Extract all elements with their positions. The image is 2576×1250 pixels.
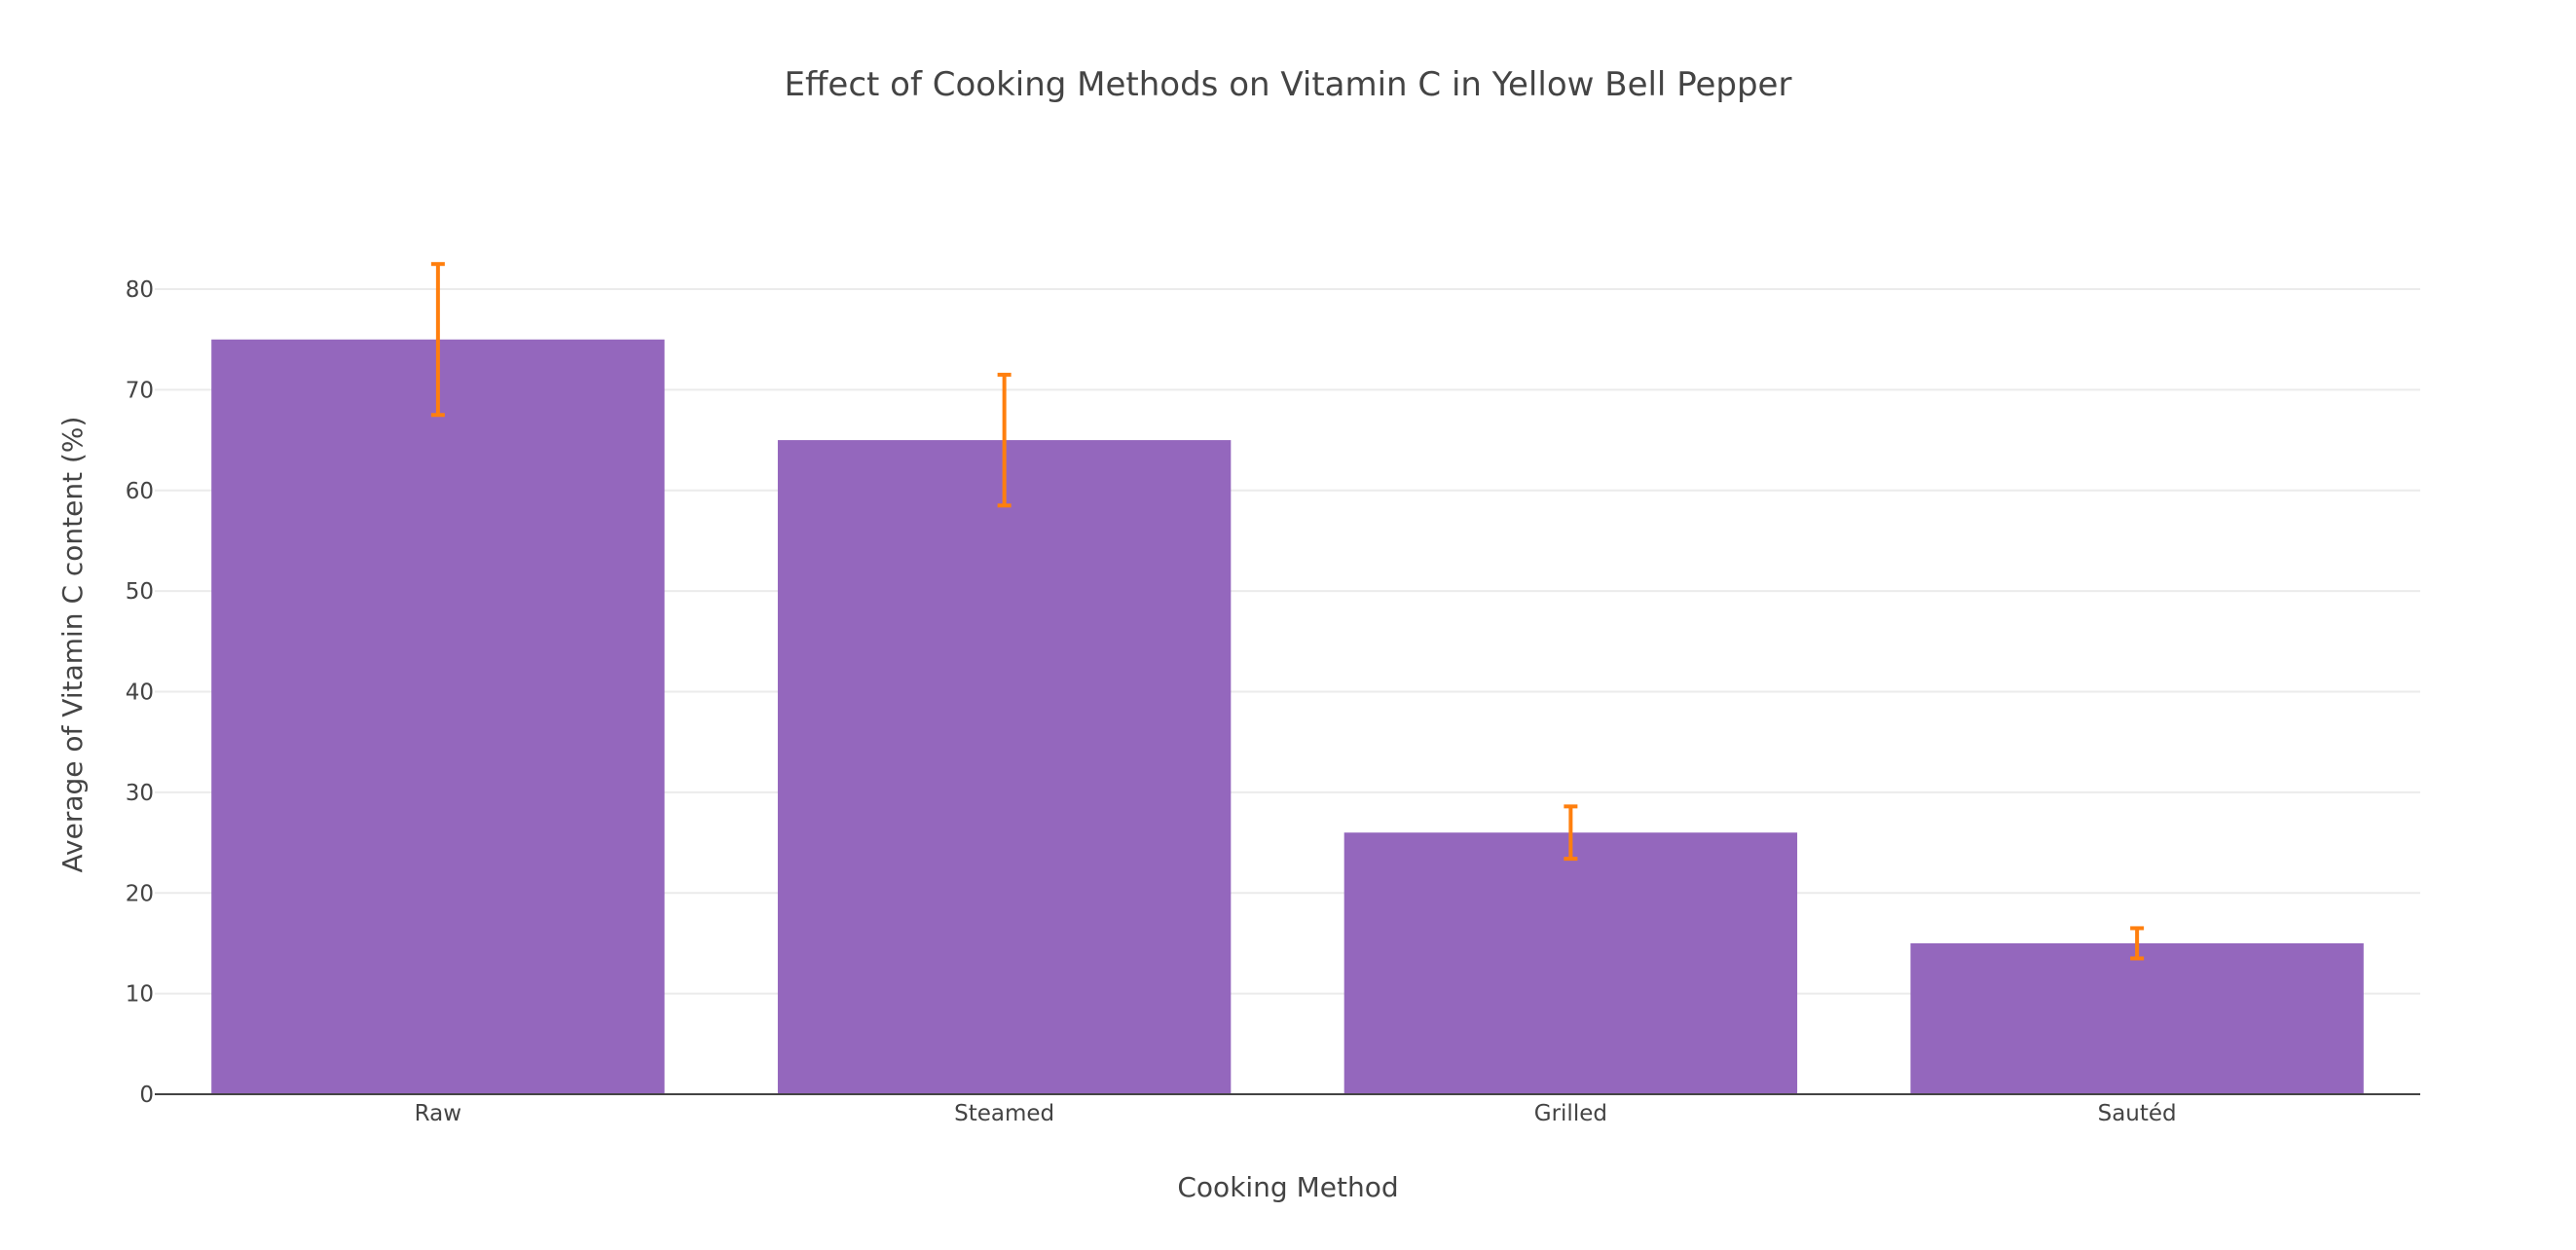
bars xyxy=(211,339,2364,1095)
y-tick-label: 30 xyxy=(126,781,154,806)
y-tick-label: 0 xyxy=(139,1083,154,1108)
x-axis-ticks: Raw Steamed Grilled Sautéd xyxy=(415,1101,2177,1126)
y-tick-label: 80 xyxy=(126,277,154,303)
bar xyxy=(777,440,1232,1095)
x-tick-label: Steamed xyxy=(954,1101,1054,1126)
y-tick-label: 60 xyxy=(126,479,154,504)
error-bar xyxy=(997,372,1012,508)
chart-title: Effect of Cooking Methods on Vitamin C i… xyxy=(785,65,1792,104)
y-tick-label: 70 xyxy=(126,378,154,403)
y-axis-ticks: 0 10 20 30 40 50 60 70 80 xyxy=(126,277,154,1108)
y-tick-label: 40 xyxy=(126,680,154,706)
error-bar xyxy=(430,262,445,418)
y-tick-label: 20 xyxy=(126,881,154,906)
error-bar xyxy=(2130,926,2145,961)
bar xyxy=(211,339,665,1094)
x-axis-title: Cooking Method xyxy=(1177,1171,1398,1203)
error-bar xyxy=(1564,804,1578,862)
bar xyxy=(1910,942,2364,1094)
y-tick-label: 10 xyxy=(126,982,154,1008)
y-tick-label: 50 xyxy=(126,579,154,605)
x-tick-label: Sautéd xyxy=(2098,1101,2177,1126)
x-tick-label: Raw xyxy=(415,1101,461,1126)
bar xyxy=(1343,832,1798,1094)
error-bars xyxy=(430,262,2145,961)
y-axis-title: Average of Vitamin C content (%) xyxy=(56,417,89,873)
x-tick-label: Grilled xyxy=(1534,1101,1607,1126)
